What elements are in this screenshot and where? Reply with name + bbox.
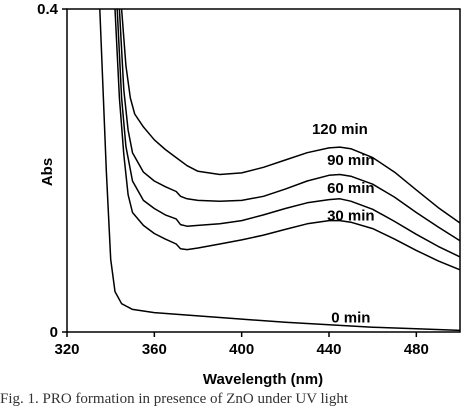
x-axis-title: Wavelength (nm) — [203, 371, 323, 388]
y-tick-label: 0 — [50, 324, 58, 341]
x-tick-label: 440 — [316, 341, 341, 358]
series-line-90-min — [118, 8, 461, 242]
x-tick-labels: 320 360 400 440 480 — [54, 341, 428, 358]
series-line-30-min — [114, 8, 461, 271]
series-line-60-min — [116, 8, 461, 258]
absorbance-chart: 320 360 400 440 480 0 0.4 120 min 90 min 60 min… — [37, 1, 461, 388]
series-label: 90 min — [327, 152, 375, 169]
series-label: 120 min — [312, 121, 368, 138]
tick-marks — [62, 8, 418, 337]
plot-frame — [66, 8, 461, 333]
series-lines — [99, 8, 461, 332]
y-tick-labels: 00.4 — [37, 1, 59, 341]
y-axis-title: Abs — [39, 158, 56, 186]
x-tick-label: 360 — [142, 341, 167, 358]
series-line-120-min — [120, 8, 461, 224]
series-label: 30 min — [327, 208, 375, 225]
figure-caption: Fig. 1. PRO formation in presence of ZnO… — [0, 391, 349, 407]
series-line-0-min — [99, 8, 461, 332]
series-labels: 120 min 90 min 60 min 30 min 0 min — [312, 121, 375, 326]
x-tick-label: 400 — [229, 341, 254, 358]
x-tick-label: 320 — [54, 341, 79, 358]
y-tick-label: 0.4 — [37, 1, 59, 18]
series-label: 0 min — [331, 309, 370, 326]
x-tick-label: 480 — [404, 341, 429, 358]
series-label: 60 min — [327, 180, 375, 197]
